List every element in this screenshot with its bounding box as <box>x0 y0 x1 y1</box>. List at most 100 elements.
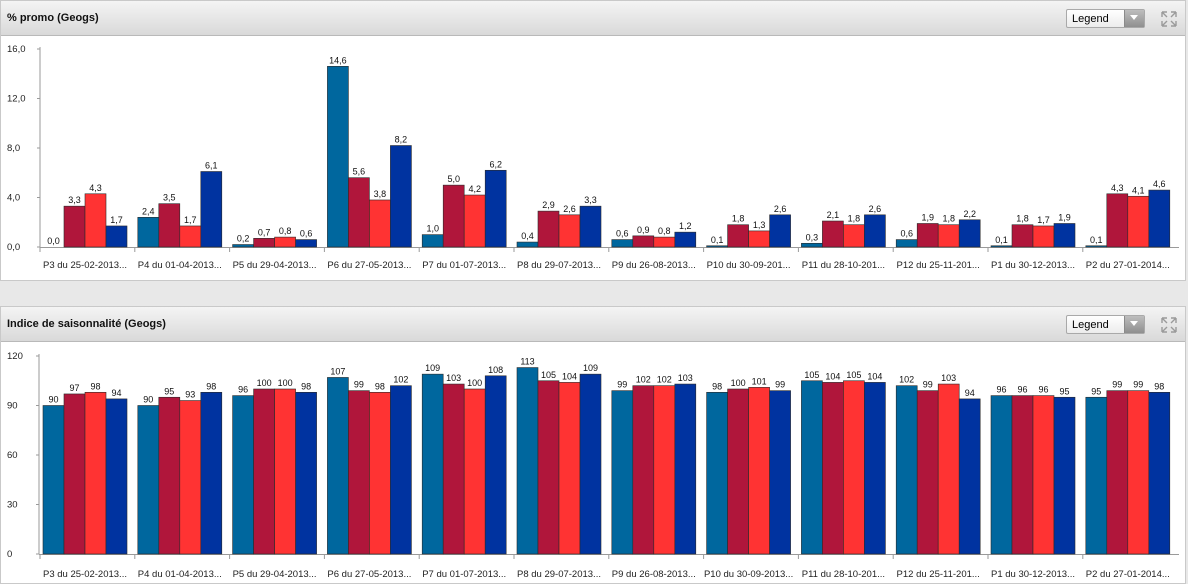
bar-series-3[interactable] <box>179 225 202 248</box>
bar-series-3[interactable] <box>463 194 486 248</box>
bar-series-2[interactable] <box>253 388 275 555</box>
bar-series-2[interactable] <box>822 382 844 555</box>
bar-series-3[interactable] <box>84 391 107 555</box>
bar-series-4[interactable] <box>958 219 981 248</box>
bar-series-1[interactable] <box>990 245 1013 248</box>
bar-series-2[interactable] <box>822 220 844 248</box>
bar-series-4[interactable] <box>864 214 886 248</box>
bar-series-3[interactable] <box>369 391 391 555</box>
bar-series-2[interactable] <box>1011 224 1034 248</box>
bar-series-4[interactable] <box>674 231 697 248</box>
bar-series-3[interactable] <box>653 236 676 248</box>
bar-series-2[interactable] <box>916 390 939 555</box>
bar-series-1[interactable] <box>1085 396 1108 555</box>
bar-series-4[interactable] <box>579 373 602 555</box>
bar-series-4[interactable] <box>1148 391 1171 555</box>
bar-series-1[interactable] <box>801 380 823 555</box>
bar-series-3[interactable] <box>843 380 865 555</box>
bar-series-2[interactable] <box>916 223 939 248</box>
bar-series-3[interactable] <box>1032 395 1055 555</box>
bar-series-4[interactable] <box>1148 189 1171 248</box>
bar-series-3[interactable] <box>274 236 296 248</box>
bar-series-4[interactable] <box>1053 396 1076 555</box>
bar-series-3[interactable] <box>653 385 676 555</box>
chevron-down-icon[interactable] <box>1124 316 1144 333</box>
bar-series-3[interactable] <box>1032 225 1055 248</box>
legend-dropdown[interactable]: Legend <box>1066 9 1145 28</box>
bar-series-3[interactable] <box>843 224 865 248</box>
bar-series-1[interactable] <box>706 245 728 248</box>
bar-series-4[interactable] <box>484 375 507 555</box>
bar-series-1[interactable] <box>137 405 160 555</box>
bar-series-4[interactable] <box>769 214 791 248</box>
bar-series-1[interactable] <box>895 385 918 555</box>
bar-series-1[interactable] <box>421 373 444 555</box>
bar-series-3[interactable] <box>463 388 486 555</box>
bar-series-4[interactable] <box>390 145 412 248</box>
bar-series-2[interactable] <box>1011 395 1034 555</box>
bar-series-2[interactable] <box>1106 193 1129 248</box>
bar-series-2[interactable] <box>632 235 655 248</box>
legend-dropdown[interactable]: Legend <box>1066 315 1145 334</box>
chevron-down-icon[interactable] <box>1124 10 1144 27</box>
bar-series-2[interactable] <box>442 184 465 248</box>
bar-series-4[interactable] <box>674 383 697 555</box>
bar-series-3[interactable] <box>748 387 770 555</box>
bar-series-3[interactable] <box>748 230 770 248</box>
bar-series-1[interactable] <box>42 405 65 555</box>
bar-series-2[interactable] <box>158 203 181 248</box>
bar-series-1[interactable] <box>327 66 349 248</box>
bar-series-2[interactable] <box>348 177 370 248</box>
bar-series-3[interactable] <box>274 388 296 555</box>
bar-series-3[interactable] <box>369 199 391 248</box>
bar-series-2[interactable] <box>632 385 655 555</box>
bar-series-3[interactable] <box>1127 390 1150 555</box>
bar-series-4[interactable] <box>484 169 507 248</box>
bar-series-3[interactable] <box>84 193 107 248</box>
bar-series-2[interactable] <box>537 380 560 555</box>
bar-series-1[interactable] <box>611 390 634 555</box>
bar-series-3[interactable] <box>937 224 960 248</box>
bar-series-2[interactable] <box>63 393 86 555</box>
bar-series-1[interactable] <box>895 239 918 248</box>
bar-series-2[interactable] <box>537 210 560 248</box>
bar-series-1[interactable] <box>421 234 444 248</box>
bar-series-2[interactable] <box>727 224 749 248</box>
bar-series-2[interactable] <box>348 390 370 555</box>
bar-series-1[interactable] <box>516 241 539 248</box>
bar-series-1[interactable] <box>137 217 160 248</box>
bar-series-4[interactable] <box>105 225 128 248</box>
bar-series-1[interactable] <box>232 395 254 555</box>
bar-series-2[interactable] <box>158 396 181 555</box>
bar-series-2[interactable] <box>63 205 86 248</box>
bar-series-2[interactable] <box>727 388 749 555</box>
bar-series-4[interactable] <box>200 391 223 555</box>
bar-series-4[interactable] <box>390 385 412 555</box>
bar-series-4[interactable] <box>105 398 128 555</box>
bar-series-1[interactable] <box>801 242 823 248</box>
bar-series-4[interactable] <box>200 171 223 248</box>
bar-series-4[interactable] <box>769 390 791 555</box>
bar-series-3[interactable] <box>937 383 960 555</box>
expand-icon[interactable] <box>1161 317 1177 333</box>
bar-series-3[interactable] <box>179 400 202 555</box>
bar-series-3[interactable] <box>1127 195 1150 248</box>
bar-series-1[interactable] <box>611 239 634 248</box>
bar-series-4[interactable] <box>958 398 981 555</box>
bar-series-1[interactable] <box>232 244 254 248</box>
bar-series-4[interactable] <box>1053 223 1076 248</box>
bar-series-4[interactable] <box>295 391 317 555</box>
bar-series-1[interactable] <box>516 367 539 555</box>
bar-series-4[interactable] <box>864 382 886 555</box>
bar-series-2[interactable] <box>442 383 465 555</box>
bar-series-1[interactable] <box>990 395 1013 555</box>
bar-series-2[interactable] <box>1106 390 1129 555</box>
bar-series-3[interactable] <box>558 382 581 555</box>
bar-series-1[interactable] <box>327 377 349 555</box>
bar-series-1[interactable] <box>706 391 728 555</box>
bar-series-3[interactable] <box>558 214 581 248</box>
bar-series-1[interactable] <box>1085 245 1108 248</box>
bar-series-4[interactable] <box>579 205 602 248</box>
expand-icon[interactable] <box>1161 11 1177 27</box>
bar-series-2[interactable] <box>253 238 275 248</box>
